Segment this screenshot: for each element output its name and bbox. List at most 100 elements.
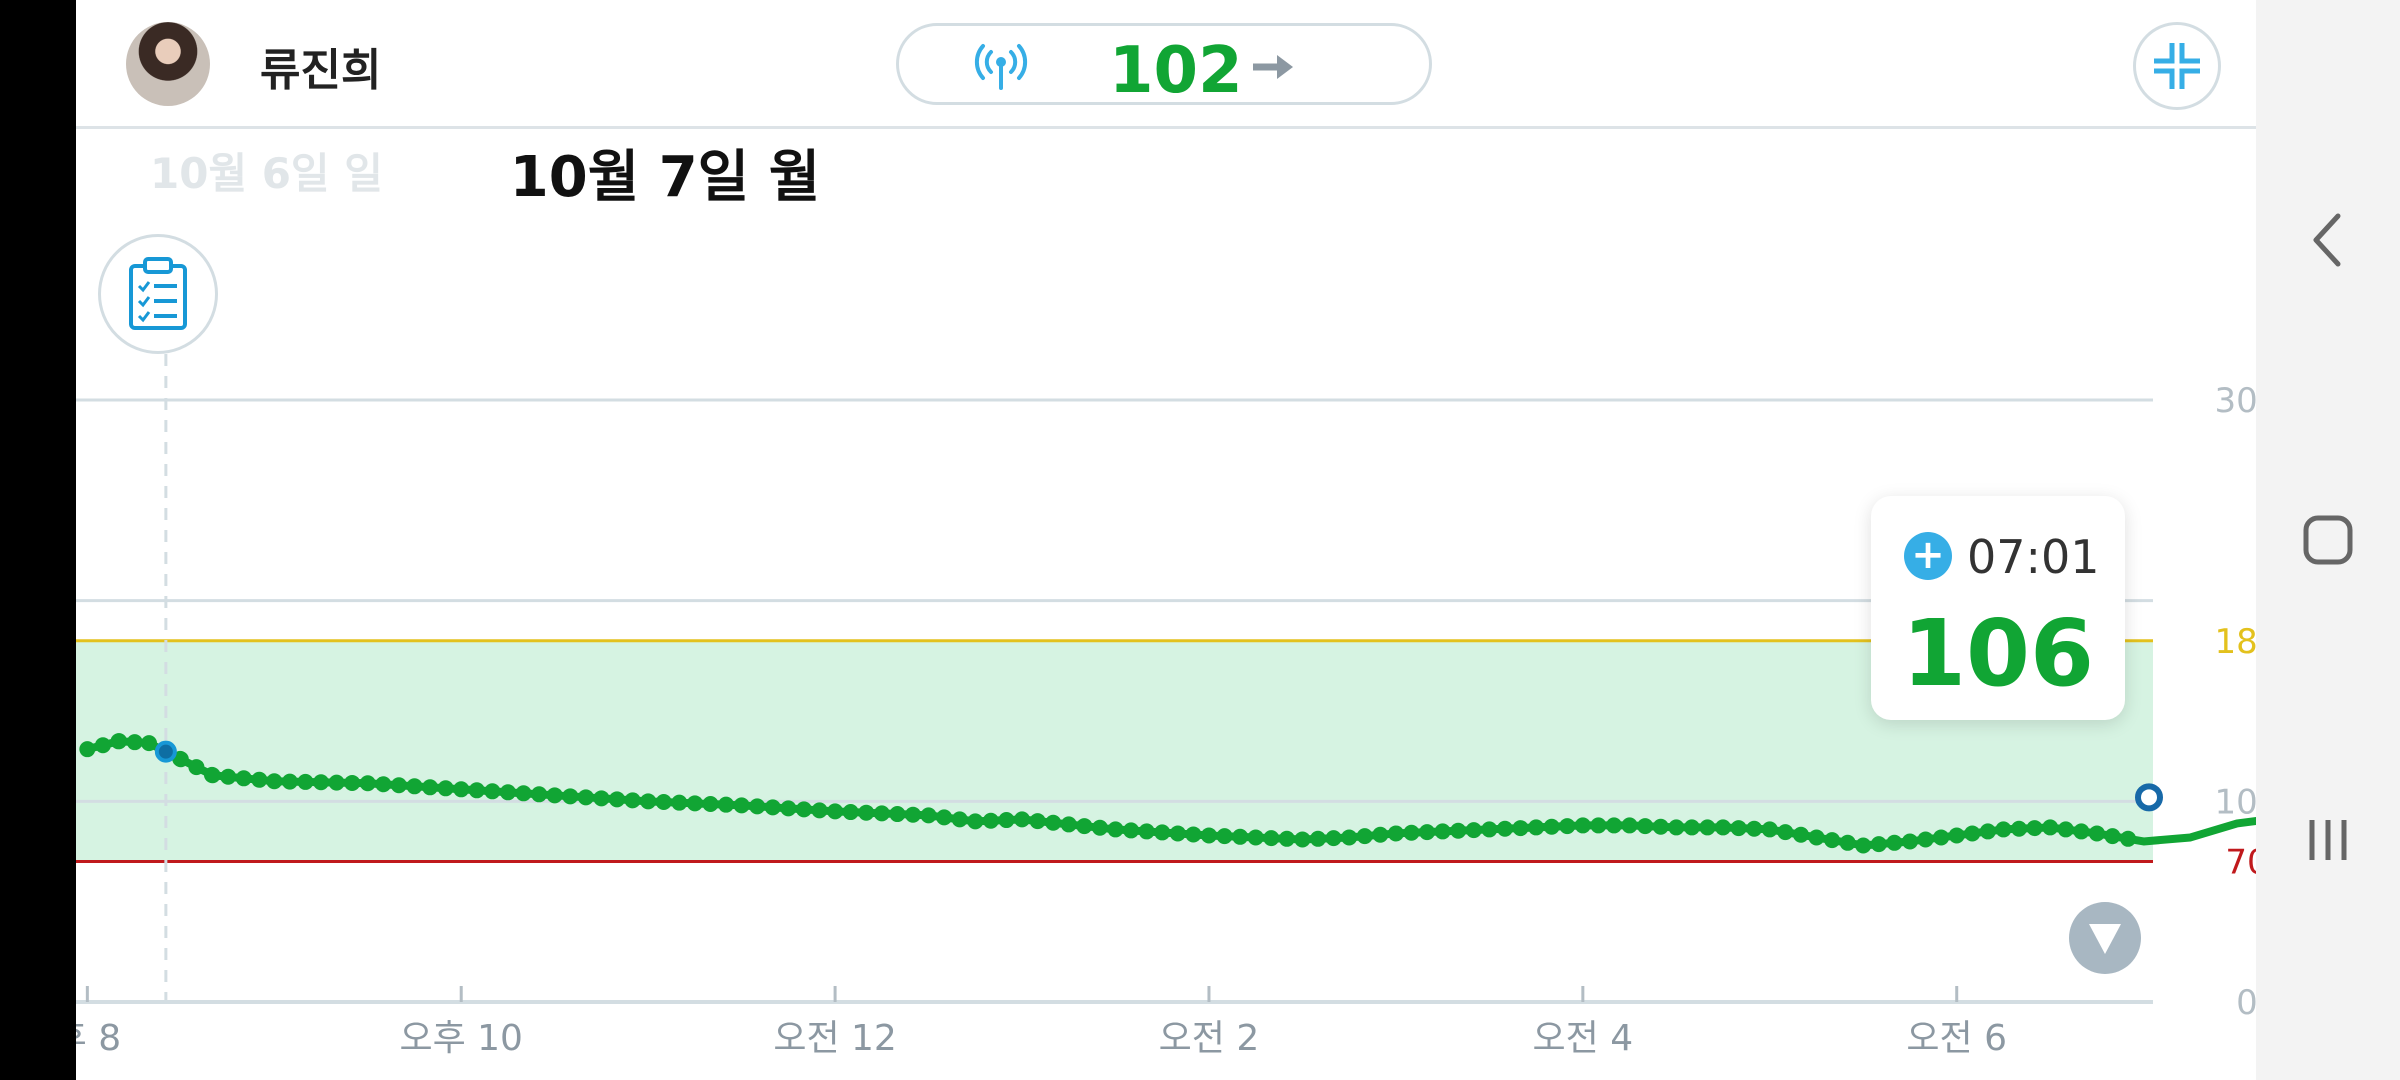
home-icon	[2303, 515, 2353, 565]
glucose-point	[111, 733, 128, 750]
glucose-point	[251, 771, 268, 788]
glucose-point	[1419, 824, 1436, 841]
glucose-point	[780, 800, 797, 817]
glucose-point	[1481, 821, 1498, 838]
glucose-point	[204, 767, 221, 784]
y-tick-label: 100	[2215, 782, 2256, 822]
glucose-point	[1933, 829, 1950, 846]
glucose-point	[2073, 823, 2090, 840]
glucose-point	[1824, 832, 1841, 849]
glucose-point	[281, 773, 298, 790]
glucose-point	[79, 741, 96, 758]
glucose-point	[1465, 822, 1482, 839]
glucose-point	[2120, 830, 2137, 847]
glucose-point	[1979, 823, 1996, 840]
collapse-button[interactable]	[2133, 22, 2221, 110]
clipboard-checklist-icon	[129, 257, 187, 330]
glucose-point	[235, 770, 252, 787]
home-button[interactable]	[2256, 500, 2400, 580]
latest-reading-point	[2135, 783, 2163, 812]
glucose-point	[1543, 818, 1560, 835]
glucose-point	[873, 805, 890, 822]
glucose-point	[1434, 823, 1451, 840]
glucose-point	[936, 809, 953, 826]
glucose-point	[827, 803, 844, 820]
notes-button[interactable]	[98, 234, 218, 354]
x-tick-label: 후 8	[76, 1018, 121, 1059]
glucose-point	[1964, 825, 1981, 842]
glucose-point	[1855, 837, 1872, 854]
glucose-point	[1278, 830, 1295, 847]
recent-apps-button[interactable]	[2256, 800, 2400, 880]
glucose-point	[842, 804, 859, 821]
arrow-right-icon	[1253, 55, 1293, 79]
current-glucose-pill[interactable]: 102	[896, 23, 1432, 108]
glucose-point	[1637, 818, 1654, 835]
back-button[interactable]	[2256, 200, 2400, 280]
glucose-point	[126, 734, 143, 751]
glucose-point	[811, 802, 828, 819]
previous-date-label[interactable]: 10월 6일 일	[150, 149, 383, 198]
glucose-point	[686, 795, 703, 812]
glucose-point	[1699, 819, 1716, 836]
glucose-point	[1652, 818, 1669, 835]
glucose-point	[624, 792, 641, 809]
glucose-point	[1668, 819, 1685, 836]
y-tick-label: 0	[2236, 983, 2256, 1023]
app-screen: 류진희 102 10월 6일 일	[76, 0, 2256, 1080]
glucose-point	[328, 774, 345, 791]
user-avatar[interactable]	[126, 22, 210, 106]
glucose-point	[609, 791, 626, 808]
y-tick-label: 180	[2215, 622, 2256, 662]
chevron-down-icon	[2089, 924, 2121, 954]
glucose-point	[1154, 824, 1171, 841]
glucose-point	[422, 779, 439, 796]
glucose-point	[1123, 822, 1140, 839]
glucose-point	[1512, 820, 1529, 837]
glucose-point	[1091, 819, 1108, 836]
glucose-point	[1792, 826, 1809, 843]
glucose-point	[1138, 823, 1155, 840]
glucose-point	[764, 799, 781, 816]
glucose-point	[1341, 829, 1358, 846]
phone-bezel	[0, 0, 76, 1080]
glucose-point	[484, 783, 501, 800]
glucose-point	[795, 801, 812, 818]
glucose-point	[1014, 811, 1031, 828]
plus-icon[interactable]: +	[1904, 532, 1952, 580]
glucose-point	[499, 784, 516, 801]
glucose-point	[1372, 826, 1389, 843]
glucose-point	[889, 806, 906, 823]
system-navigation-bar	[2256, 0, 2400, 1080]
glucose-point	[1761, 821, 1778, 838]
glucose-point	[2011, 820, 2028, 837]
glucose-point	[671, 794, 688, 811]
scroll-to-latest-button[interactable]	[2069, 902, 2141, 974]
tooltip-time: 07:01	[1967, 530, 2100, 584]
glucose-chart[interactable]: 300 180 100 70 0 후 8 오후 10 오전 12 오전 2 오전 4 오전 6	[76, 0, 2256, 1080]
glucose-point	[1356, 828, 1373, 845]
glucose-point	[1263, 830, 1280, 847]
glucose-point	[655, 794, 672, 811]
recent-apps-icon	[2309, 820, 2347, 860]
glucose-point	[2104, 828, 2121, 845]
glucose-point	[640, 793, 657, 810]
glucose-point	[904, 806, 921, 823]
collapse-icon	[2154, 43, 2200, 89]
glucose-point	[141, 735, 158, 752]
glucose-point	[531, 786, 548, 803]
glucose-point	[546, 787, 563, 804]
glucose-point	[1948, 827, 1965, 844]
y-tick-label: 70	[2225, 843, 2256, 883]
glucose-point	[1870, 836, 1887, 853]
glucose-point	[593, 790, 610, 807]
glucose-point	[1294, 831, 1311, 848]
glucose-point	[1200, 827, 1217, 844]
glucose-point	[1060, 816, 1077, 833]
x-tick-label: 오전 4	[1533, 1018, 1634, 1059]
glucose-point	[1076, 818, 1093, 835]
x-tick-label: 오전 2	[1159, 1018, 1260, 1059]
glucose-point	[375, 776, 392, 793]
broadcast-signal-icon	[974, 44, 1028, 90]
glucose-point	[718, 796, 735, 813]
